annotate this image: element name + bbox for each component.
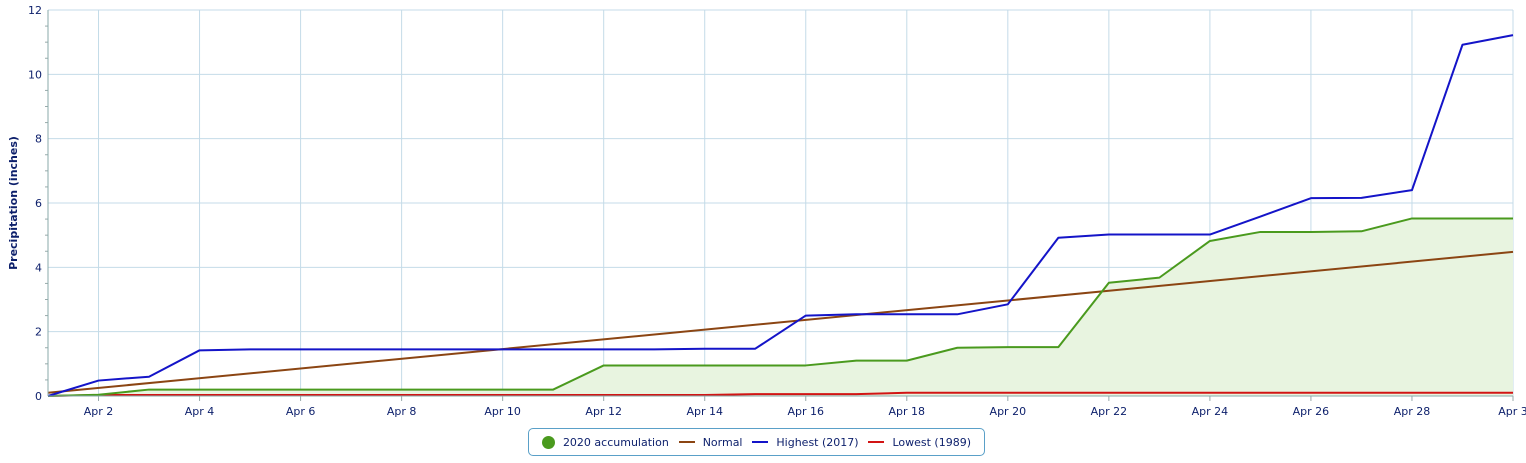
legend-highest-label: Highest (2017) [776, 435, 859, 449]
x-tick-label: Apr 18 [889, 405, 926, 418]
series-highest-2017-line [47, 34, 1514, 397]
y-tick-label: 2 [35, 326, 42, 339]
y-tick-label: 10 [28, 68, 42, 81]
x-tick-label: Apr 16 [787, 405, 824, 418]
x-tick-label: Apr 12 [585, 405, 622, 418]
series-2020-accumulation-line [47, 217, 1513, 397]
x-tick-label: Apr 4 [185, 405, 215, 418]
legend-highest-line-icon [752, 441, 769, 443]
x-tick-label: Apr 28 [1394, 405, 1431, 418]
y-tick-label: 4 [35, 261, 42, 274]
y-tick-label: 6 [35, 197, 42, 210]
x-tick-label: Apr 22 [1091, 405, 1128, 418]
y-tick-label: 0 [35, 390, 42, 403]
y-tick-label: 8 [35, 133, 42, 146]
legend-item-2020[interactable]: 2020 accumulation [541, 435, 669, 449]
legend-lowest-line-icon [868, 441, 885, 443]
legend-normal-line-icon [678, 441, 695, 443]
x-tick-label: Apr 8 [387, 405, 417, 418]
legend-item-highest[interactable]: Highest (2017) [752, 435, 859, 449]
legend-item-lowest[interactable]: Lowest (1989) [868, 436, 971, 449]
legend-2020-label: 2020 accumulation [562, 435, 669, 449]
x-tick-label: Apr 10 [484, 405, 521, 418]
x-tick-label: Apr 6 [286, 405, 316, 418]
series-lowest-1989-line [47, 391, 1513, 397]
y-tick-label: 12 [28, 4, 42, 17]
x-tick-label: Apr 2 [84, 405, 114, 418]
y-axis-title: Precipitation (inches) [7, 136, 20, 270]
chart-grid [48, 9, 1514, 397]
legend-normal-label: Normal [702, 435, 743, 449]
x-tick-label: Apr 3 [1498, 405, 1526, 418]
series-normal-line [47, 250, 1514, 394]
chart-legend: 2020 accumulation Normal Highest (2017) … [528, 428, 985, 456]
x-tick-label: Apr 26 [1293, 405, 1330, 418]
legend-lowest-label: Lowest (1989) [892, 435, 971, 449]
legend-item-normal[interactable]: Normal [678, 435, 743, 449]
chart-axes: 0 2 4 6 8 10 12 Apr 2 Apr 4 Apr 6 Apr 8 Apr 10 Apr 1… [28, 4, 1526, 418]
legend-2020-dot-icon [541, 435, 555, 449]
x-tick-label: Apr 24 [1192, 405, 1229, 418]
series-2020-area [48, 218, 1513, 396]
series-layer [47, 34, 1514, 397]
x-tick-label: Apr 14 [686, 405, 723, 418]
x-tick-label: Apr 20 [990, 405, 1027, 418]
